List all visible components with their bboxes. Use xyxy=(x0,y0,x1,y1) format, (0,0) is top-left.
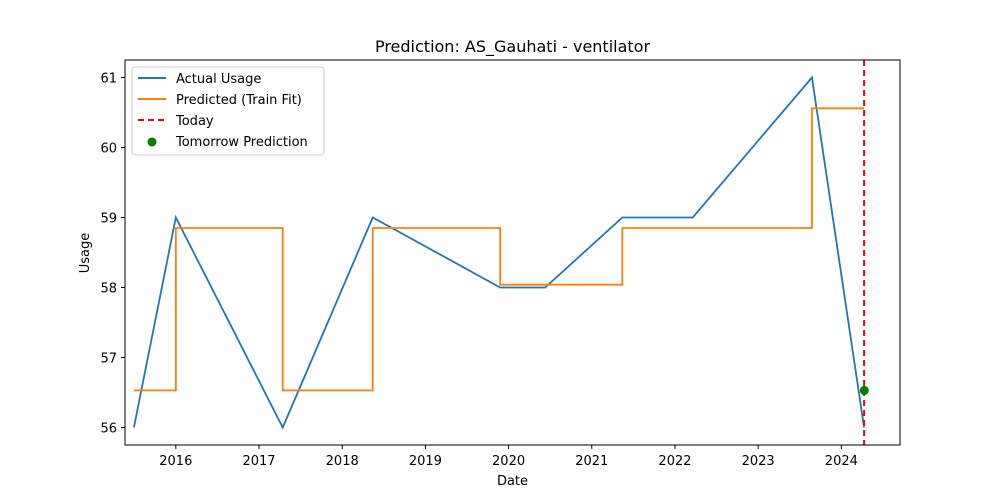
x-tick-label: 2021 xyxy=(575,454,608,469)
y-tick-label: 57 xyxy=(100,352,117,367)
x-tick-label: 2024 xyxy=(825,454,858,469)
x-axis-ticks: 2016 2017 2018 2019 2020 2021 2022 2023 2024 xyxy=(159,445,858,469)
y-axis-ticks: 56 57 58 59 60 61 xyxy=(100,72,125,437)
plot-frame xyxy=(124,59,901,446)
y-tick-label: 60 xyxy=(100,142,117,157)
tomorrow-prediction-point xyxy=(859,385,869,395)
chart-title: Prediction: AS_Gauhati - ventilator xyxy=(375,37,651,57)
y-axis-label: Usage xyxy=(78,233,93,274)
y-tick-label: 59 xyxy=(100,212,117,227)
legend-label-actual-usage: Actual Usage xyxy=(176,72,261,87)
series-layer xyxy=(133,60,869,445)
y-tick-label: 61 xyxy=(100,72,117,87)
x-axis-label: Date xyxy=(497,474,528,489)
predicted-train-fit-line xyxy=(133,107,865,392)
legend: Actual Usage Predicted (Train Fit) Today… xyxy=(131,66,325,156)
legend-swatch-tomorrow xyxy=(147,137,157,147)
y-tick-label: 56 xyxy=(100,422,117,437)
y-tick-label: 58 xyxy=(100,282,117,297)
legend-label-today: Today xyxy=(175,114,214,129)
legend-box xyxy=(131,66,325,156)
legend-label-tomorrow: Tomorrow Prediction xyxy=(175,135,308,150)
actual-usage-line xyxy=(133,75,865,430)
x-tick-label: 2022 xyxy=(658,454,691,469)
x-tick-label: 2016 xyxy=(159,454,192,469)
x-tick-label: 2019 xyxy=(409,454,442,469)
legend-label-predicted: Predicted (Train Fit) xyxy=(176,93,302,108)
x-tick-label: 2023 xyxy=(742,454,775,469)
x-tick-label: 2018 xyxy=(326,454,359,469)
x-tick-label: 2017 xyxy=(242,454,275,469)
x-tick-label: 2020 xyxy=(492,454,525,469)
